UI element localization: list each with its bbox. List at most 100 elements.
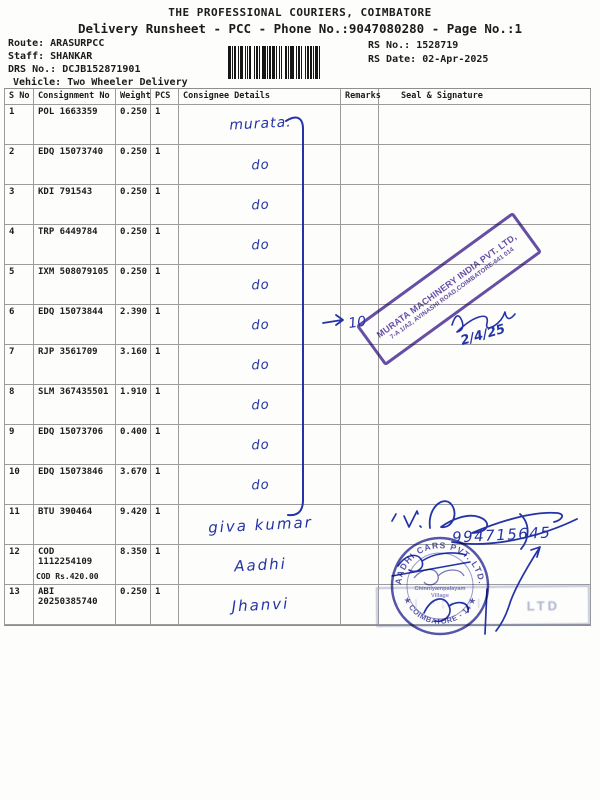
cell-weight: 0.250 (116, 584, 151, 625)
table-body: 1 POL 1663359 0.250 1 murata. 2 EDQ 1507… (5, 104, 591, 625)
barcode-bar (234, 46, 236, 79)
handwritten-consignee-note: Jhanvi (231, 594, 290, 615)
header-consignment: Consignment No (34, 89, 116, 105)
faded-stamp-text: LTD (526, 597, 561, 614)
barcode-bar (272, 46, 275, 79)
table-row: 8 SLM 367435501 1.910 1 do (5, 384, 591, 425)
table-row: 12 COD 1112254109 COD Rs.420.00 8.350 1 … (5, 544, 591, 585)
consignment-number: EDQ 15073706 (38, 426, 104, 437)
cell-consignee: do (179, 344, 341, 385)
cell-consignment: POL 1663359 (34, 104, 116, 145)
header-sno: S No (5, 89, 34, 105)
consignment-number: POL 1663359 (38, 106, 98, 117)
barcode-bar (228, 46, 231, 79)
cell-consignee: Jhanvi (179, 584, 341, 625)
runsheet-barcode (228, 46, 353, 79)
consignment-number: SLM 367435501 (38, 386, 109, 397)
barcode-bar (238, 46, 239, 79)
cell-consignee: do (179, 184, 341, 225)
barcode-bar (269, 46, 271, 79)
cell-seal (379, 344, 591, 385)
barcode-bar (267, 46, 268, 79)
cell-seal (379, 264, 591, 305)
table-row: 6 EDQ 15073844 2.390 1 do (5, 304, 591, 345)
cell-weight: 9.420 (116, 504, 151, 545)
barcode-bar (319, 46, 320, 79)
cell-weight: 2.390 (116, 304, 151, 345)
handwritten-consignee-note: murata. (228, 113, 293, 134)
cell-consignee: do (179, 264, 341, 305)
table-header-row: S No Consignment No Weight PCS Consignee… (5, 89, 591, 105)
barcode-bar (296, 46, 297, 79)
cell-remarks (341, 424, 379, 465)
header-consignee: Consignee Details (179, 89, 341, 105)
cell-sno: 8 (5, 384, 34, 425)
cell-weight: 8.350 (116, 544, 151, 585)
barcode-bar (307, 46, 309, 79)
barcode-bar (256, 46, 258, 79)
cell-consignee: Aadhi (179, 544, 341, 585)
cell-weight: 1.910 (116, 384, 151, 425)
cell-remarks (341, 344, 379, 385)
handwritten-consignee-note: do (251, 397, 270, 413)
faded-rect-stamp: ··| ·¦· ||· LTD (375, 584, 591, 628)
consignment-number: BTU 390464 (38, 506, 93, 517)
cell-consignee: do (179, 144, 341, 185)
cell-pcs: 1 (151, 344, 179, 385)
header-seal: Seal & Signature (379, 89, 591, 105)
cell-sno: 7 (5, 344, 34, 385)
table-row: 7 RJP 3561709 3.160 1 do (5, 344, 591, 385)
cell-pcs: 1 (151, 224, 179, 265)
staff-line: Staff: SHANKAR (8, 50, 188, 63)
cell-pcs: 1 (151, 184, 179, 225)
cell-seal (379, 104, 591, 145)
cell-pcs: 1 (151, 144, 179, 185)
barcode-bar (290, 46, 294, 79)
rs-no-value: 1528719 (416, 40, 459, 51)
cell-weight: 0.250 (116, 184, 151, 225)
consignment-number: EDQ 15073740 (38, 146, 104, 157)
barcode-gap (320, 46, 322, 79)
barcode-bar (313, 46, 314, 79)
cell-consignee: do (179, 464, 341, 505)
cell-consignee: do (179, 304, 341, 345)
handwritten-consignee-note: do (251, 317, 270, 333)
barcode-bar (240, 46, 243, 79)
cell-weight: 0.250 (116, 224, 151, 265)
barcode-bar (254, 46, 255, 79)
cell-remarks (341, 224, 379, 265)
cell-pcs: 1 (151, 544, 179, 585)
consignment-number: COD 1112254109 (38, 546, 93, 567)
consignment-number: ABI 20250385740 (38, 586, 98, 607)
drs-label: DRS No.: (8, 64, 57, 75)
barcode-bar (249, 46, 251, 79)
cell-seal (379, 424, 591, 465)
barcode-bar (281, 46, 282, 79)
cell-remarks (341, 304, 379, 345)
drs-value: DCJB152871901 (62, 64, 141, 75)
consignment-number: KDI 791543 (38, 186, 93, 197)
cell-seal (379, 384, 591, 425)
cell-consignment: EDQ 15073844 (34, 304, 116, 345)
table-row: 9 EDQ 15073706 0.400 1 do (5, 424, 591, 465)
consignment-number: TRP 6449784 (38, 226, 98, 237)
cell-consignment: EDQ 15073846 (34, 464, 116, 505)
barcode-bar (247, 46, 248, 79)
cell-consignment: KDI 791543 (34, 184, 116, 225)
faded-stamp-smudge: ··| ·¦· ||· (395, 597, 496, 610)
barcode-bar (262, 46, 266, 79)
rs-no-label: RS No.: (368, 40, 411, 51)
barcode-bar (288, 46, 289, 79)
barcode-bar (279, 46, 280, 79)
cell-consignee: murata. (179, 104, 341, 145)
table-row: 2 EDQ 15073740 0.250 1 do (5, 144, 591, 185)
cell-sno: 13 (5, 584, 34, 625)
cell-consignment: ABI 20250385740 (34, 584, 116, 625)
cell-sno: 10 (5, 464, 34, 505)
company-title: THE PROFESSIONAL COURIERS, COIMBATORE (168, 6, 432, 19)
cell-seal (379, 184, 591, 225)
header-weight: Weight (116, 89, 151, 105)
handwritten-consignee-note: do (251, 477, 270, 493)
cell-consignment: EDQ 15073740 (34, 144, 116, 185)
